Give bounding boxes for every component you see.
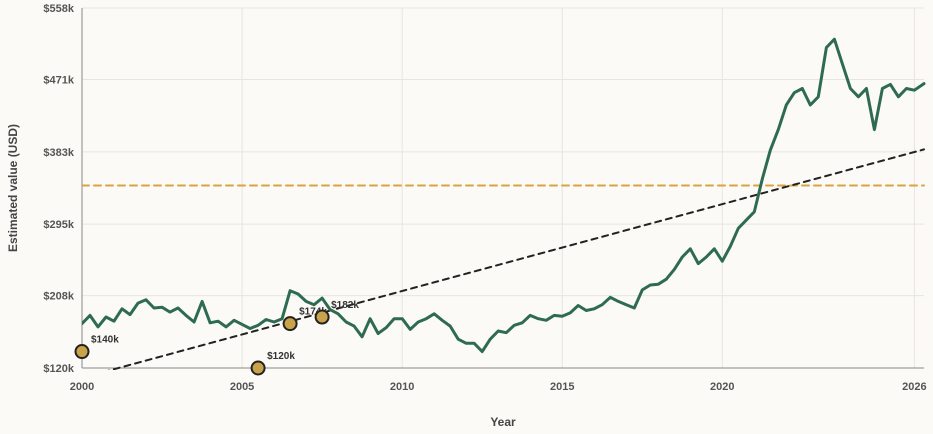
trend-line xyxy=(107,148,925,370)
y-tick-label: $208k xyxy=(43,291,74,303)
x-tick-label: 2020 xyxy=(710,381,734,393)
y-axis-title: Estimated value (USD) xyxy=(6,124,20,252)
series-lines xyxy=(82,37,926,370)
annotated-point-label: $140k xyxy=(91,335,119,346)
x-tick-label: 2026 xyxy=(902,381,926,393)
y-tick-label: $471k xyxy=(43,75,74,87)
x-tick-label: 2000 xyxy=(70,381,94,393)
y-tick-label: $120k xyxy=(43,363,74,375)
x-tick-labels: 2000 2005 2010 2015 2020 2026 xyxy=(70,381,927,393)
x-axis-title: Year xyxy=(490,415,516,429)
x-tick-label: 2010 xyxy=(390,381,414,393)
annotated-point-label: $182k xyxy=(331,300,359,311)
annotated-points: $140k $120k $174k $182k xyxy=(74,300,359,376)
annotated-point-label: $120k xyxy=(267,351,295,362)
annotated-point-marker xyxy=(314,309,330,325)
annotated-point-marker xyxy=(250,360,266,376)
x-tick-label: 2005 xyxy=(230,381,254,393)
annotated-point-label: $174k xyxy=(299,307,327,318)
y-tick-label: $558k xyxy=(43,3,74,15)
y-tick-labels: $120k $208k $295k $383k $471k $558k xyxy=(43,3,74,375)
y-tick-label: $383k xyxy=(43,147,74,159)
gridlines xyxy=(81,7,924,369)
annotated-point-marker xyxy=(282,316,298,332)
value-series-line xyxy=(82,37,926,354)
x-tick-label: 2015 xyxy=(550,381,574,393)
annotated-point-marker xyxy=(74,344,90,360)
y-tick-label: $295k xyxy=(43,219,74,231)
axes xyxy=(81,8,924,369)
